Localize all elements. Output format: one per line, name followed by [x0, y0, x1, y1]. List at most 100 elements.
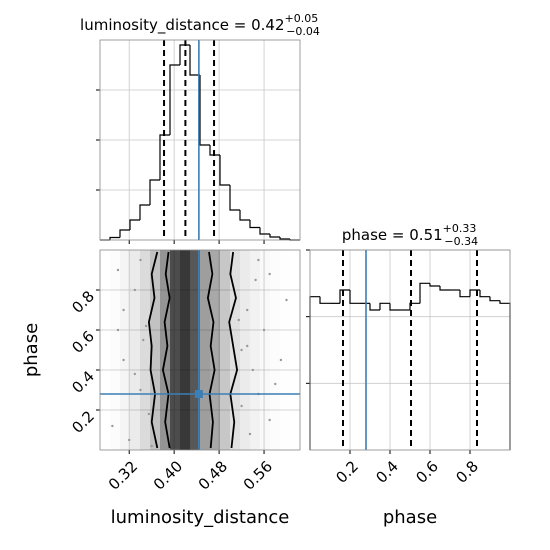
histogram-step [319, 296, 330, 304]
density-column [270, 250, 280, 450]
sample-point [245, 344, 249, 348]
histogram-step [179, 44, 190, 65]
histogram-step [109, 236, 120, 240]
histogram-step [429, 283, 440, 287]
x-tick-label: 0.2 [332, 457, 362, 487]
sample-point [133, 288, 137, 292]
histogram-step [479, 290, 490, 298]
density-column [220, 250, 230, 450]
histogram-step [469, 289, 480, 297]
contour [228, 251, 238, 449]
y-axis-label: phase [21, 323, 42, 377]
y-tick-label: 0.4 [68, 367, 98, 397]
histogram-step [439, 286, 450, 291]
sample-point [128, 438, 131, 442]
density-column [170, 250, 180, 450]
histogram-step [149, 179, 160, 205]
density-column [230, 250, 240, 450]
density-column [130, 250, 140, 450]
x-tick-label: 0.40 [150, 457, 186, 493]
sample-point [122, 358, 125, 362]
histogram-step [249, 220, 260, 229]
histogram-step [389, 303, 400, 311]
contour [162, 251, 171, 449]
sample-point [133, 372, 137, 376]
sample-point [150, 444, 153, 448]
density-column [240, 250, 250, 450]
panel-frame [309, 249, 511, 451]
histogram-step [379, 302, 390, 310]
histogram-step [279, 237, 290, 240]
contour [206, 251, 216, 449]
panel-frame [99, 249, 301, 451]
sample-point [254, 278, 257, 282]
histogram-step [199, 75, 210, 146]
sample-point [251, 368, 255, 372]
x-axis-label: luminosity_distance [111, 507, 290, 528]
sample-point [268, 272, 271, 276]
histogram-step [239, 210, 250, 221]
contour [147, 251, 159, 449]
histogram-step [209, 145, 220, 156]
x-tick-label: 0.8 [452, 457, 482, 487]
title-sup: +0.33 [443, 222, 477, 235]
density-column [160, 250, 170, 450]
histogram-step [139, 204, 150, 220]
density-column [150, 250, 160, 450]
histogram-step [309, 296, 320, 450]
sample-point [274, 382, 277, 386]
sample-point [116, 328, 120, 332]
histogram-step [159, 134, 170, 180]
x-tick-label: 0.48 [195, 457, 231, 493]
y-tick-label: 0.8 [68, 287, 98, 317]
x-axis-label: phase [383, 507, 437, 528]
title-main: phase = 0.51 [342, 226, 443, 244]
sample-point [237, 318, 240, 322]
histogram-step [259, 227, 270, 235]
histogram-step [339, 289, 350, 304]
histogram-step [119, 229, 130, 238]
x-tick-label: 0.4 [372, 457, 402, 487]
sample-point [262, 328, 266, 332]
sample-point [111, 424, 114, 428]
sample-point [139, 258, 142, 262]
sample-point [279, 358, 283, 362]
y-tick-label: 0.6 [68, 327, 98, 357]
density-column [110, 250, 120, 450]
density-column [250, 250, 260, 450]
density-column [290, 250, 300, 450]
sample-point [147, 412, 151, 416]
histogram-step [269, 234, 280, 238]
title-main: luminosity_distance = 0.42 [80, 16, 284, 35]
density-column [140, 250, 150, 450]
histogram-step [189, 45, 200, 76]
x-tick-label: 0.32 [105, 457, 141, 493]
histogram-step [369, 303, 380, 311]
sample-point [142, 338, 145, 342]
density-column [180, 250, 190, 450]
density-column [280, 250, 290, 450]
sample-point [139, 388, 142, 392]
panel-title: phase = 0.51+0.33 −0.34 [342, 222, 478, 248]
x-tick-label: 0.6 [412, 457, 442, 487]
density-column [210, 250, 220, 450]
histogram-step [499, 300, 511, 450]
sample-point [285, 298, 288, 302]
sample-point [122, 308, 125, 312]
density-column [100, 250, 110, 450]
histogram-step [219, 155, 230, 186]
panel-title: luminosity_distance = 0.42+0.05 −0.04 [80, 12, 320, 38]
sample-point [245, 308, 249, 312]
sample-point [144, 324, 148, 328]
sample-point [268, 418, 271, 422]
panel-frame [99, 39, 301, 241]
histogram-step [459, 290, 470, 298]
histogram-step [349, 290, 360, 304]
histogram-step [419, 282, 430, 304]
title-sub: −0.34 [444, 235, 478, 248]
truth-marker [194, 390, 203, 398]
histogram-step [489, 296, 500, 302]
sample-point [257, 258, 260, 262]
density-column [120, 250, 130, 450]
